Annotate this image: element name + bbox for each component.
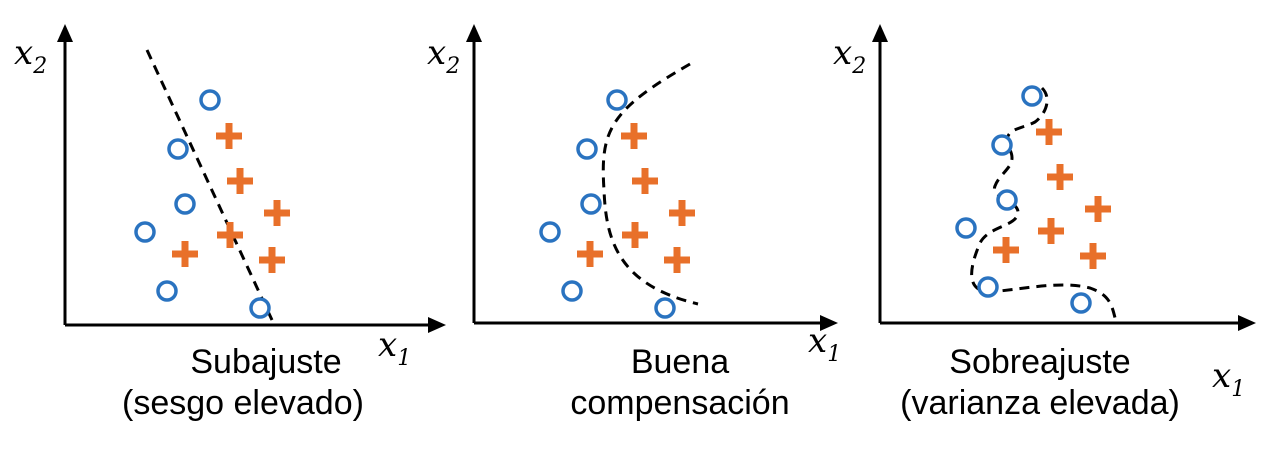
- circle-point: [1070, 292, 1092, 314]
- circle-point: [580, 193, 602, 215]
- plus-point: [664, 247, 690, 273]
- plus-point: [577, 241, 603, 267]
- caption-line-2: (sesgo elevado): [122, 384, 364, 422]
- plus-point: [622, 222, 648, 248]
- x-axis-arrowhead: [428, 317, 446, 333]
- plus-point: [1085, 196, 1111, 222]
- plus-point: [993, 237, 1019, 263]
- circle-point: [134, 221, 156, 243]
- caption-line-1: Subajuste: [190, 343, 341, 381]
- plus-point: [669, 200, 695, 226]
- y-axis-arrowhead: [466, 24, 482, 42]
- y-axis-label: x2: [427, 33, 460, 79]
- circle-point: [955, 217, 977, 239]
- circle-point: [1021, 85, 1043, 107]
- plus-point: [227, 168, 253, 194]
- circle-point: [249, 297, 271, 319]
- circle-point: [996, 189, 1018, 211]
- circle-point: [199, 89, 221, 111]
- x-axis-arrowhead: [1238, 315, 1256, 331]
- circle-point: [539, 221, 561, 243]
- panel-underfit: x2 x1 Subajuste (sesgo elevado): [14, 24, 446, 422]
- y-axis-arrowhead: [872, 24, 888, 42]
- plus-point: [259, 247, 285, 273]
- caption-line-2: (varianza elevada): [900, 384, 1180, 422]
- plus-point: [216, 123, 242, 149]
- circle-point: [156, 280, 178, 302]
- plus-point: [632, 168, 658, 194]
- y-axis-label: x2: [14, 33, 47, 79]
- x-axis-label: x1: [378, 325, 411, 371]
- plus-point: [217, 222, 243, 248]
- decision-boundary-wiggly: [970, 86, 1118, 323]
- plus-point: [1080, 243, 1106, 269]
- y-axis-arrowhead: [57, 24, 73, 42]
- y-axis-label: x2: [833, 33, 866, 79]
- x-axis-label: x1: [808, 321, 841, 367]
- plus-point: [621, 123, 647, 149]
- circle-point: [991, 134, 1013, 156]
- caption-line-2: compensación: [570, 384, 789, 422]
- plus-point: [264, 200, 290, 226]
- plus-point: [172, 241, 198, 267]
- circle-point: [606, 89, 628, 111]
- plus-point: [1036, 119, 1062, 145]
- circle-point: [174, 193, 196, 215]
- circle-point: [654, 297, 676, 319]
- plus-point: [1047, 164, 1073, 190]
- circle-point: [561, 280, 583, 302]
- panel-good-fit: x2 x1 Buena compensación: [427, 24, 841, 422]
- caption-line-1: Buena: [631, 343, 729, 381]
- x-axis-arrowhead: [820, 315, 838, 331]
- x-axis-label: x1: [1212, 356, 1245, 402]
- panel-overfit: x2 x1 Sobreajuste (varianza elevada): [833, 24, 1256, 422]
- circle-point: [576, 138, 598, 160]
- decision-boundary-linear: [145, 49, 274, 321]
- plus-point: [1038, 218, 1064, 244]
- circle-point: [977, 276, 999, 298]
- circle-point: [167, 138, 189, 160]
- caption-line-1: Sobreajuste: [949, 343, 1130, 381]
